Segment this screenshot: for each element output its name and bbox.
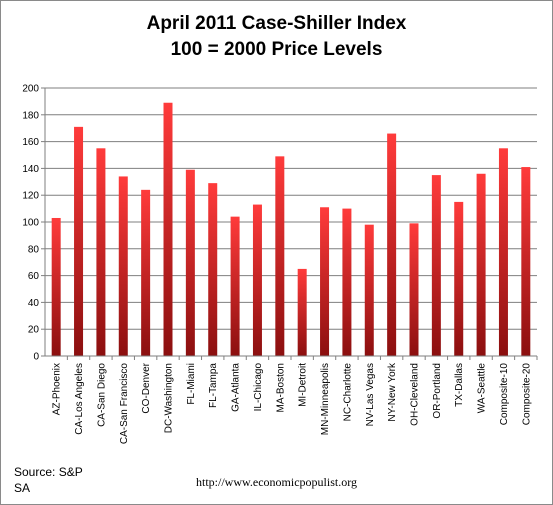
bar-16 [409,223,419,356]
x-tick-label-17: OR-Portland [432,363,443,419]
bar-6 [185,169,195,356]
x-tick-label-19: WA-Seattle [477,363,488,414]
source-note: Source: S&P SA [14,464,83,496]
y-tick-label-120: 120 [22,191,39,202]
bar-7 [208,183,218,356]
x-tick-label-16: OH-Cleveland [410,363,421,426]
chart-title-line-1: April 2011 Case-Shiller Index [146,13,407,34]
bar-14 [364,224,374,356]
x-tick-label-4: CO-Denver [141,362,152,413]
x-tick-label-3: CA-San Francisco [119,363,130,445]
x-tick-label-12: MN-Minneapolis [320,363,331,435]
x-tick-label-15: NY-New York [387,362,398,422]
bar-9 [252,204,262,356]
y-tick-label-60: 60 [28,271,40,282]
y-tick-label-0: 0 [33,352,39,363]
source-url: http://www.economicpopulist.org [196,475,357,489]
x-tick-label-10: MA-Boston [275,363,286,412]
bar-12 [320,207,330,356]
y-tick-label-40: 40 [28,298,40,309]
bar-18 [454,201,464,356]
x-tick-label-2: CA-San Diego [96,363,107,427]
bar-5 [163,102,173,357]
bar-17 [431,175,441,356]
bar-15 [387,133,397,356]
chart-title-line-2: 100 = 2000 Price Levels [170,39,383,60]
x-tick-label-20: Composite-10 [499,363,510,426]
x-tick-label-21: Composite-20 [521,363,532,426]
bar-11 [297,268,307,356]
y-tick-label-160: 160 [22,137,39,148]
y-tick-label-200: 200 [22,84,39,95]
x-tick-label-14: NV-Las Vegas [365,363,376,426]
bar-0 [51,217,61,356]
bar-21 [521,167,531,356]
bar-2 [96,148,106,356]
bars [51,102,531,357]
source-line-2: SA [14,481,31,495]
x-tick-label-5: DC-Washington [164,363,175,433]
y-tick-label-20: 20 [28,325,40,336]
y-tick-label-180: 180 [22,110,39,121]
bar-20 [498,148,508,356]
y-tick-label-100: 100 [22,218,39,229]
bar-4 [141,189,151,356]
chart-title: April 2011 Case-Shiller Index 100 = 2000… [1,11,552,63]
y-tick-label-140: 140 [22,164,39,175]
x-tick-labels: AZ-Phoenix CA-Los Angeles CA-San Diego CA-S… [52,362,533,444]
source-line-1: Source: S&P [14,465,83,479]
x-tick-label-13: NC-Charlotte [342,363,353,422]
bar-13 [342,208,352,356]
y-tick-label-80: 80 [28,244,40,255]
x-tick-label-9: IL-Chicago [253,363,264,412]
bar-1 [74,126,84,356]
x-tick-label-8: GA-Atlanta [231,363,242,412]
x-tick-label-1: CA-Los Angeles [74,363,85,435]
y-tick-labels: 0 20 40 60 80 100 120 140 160 180 200 [22,84,39,363]
x-tick-label-6: FL-Miami [186,363,197,405]
x-tick-label-7: FL-Tampa [208,363,219,408]
x-tick-label-0: AZ-Phoenix [52,363,63,415]
bar-19 [476,173,486,356]
x-tick-label-18: TX-Dallas [454,363,465,407]
bar-8 [230,216,240,356]
bar-3 [118,176,128,356]
x-tick-label-11: MI-Detroit [298,363,309,407]
axes [41,87,538,360]
bar-10 [275,156,285,356]
